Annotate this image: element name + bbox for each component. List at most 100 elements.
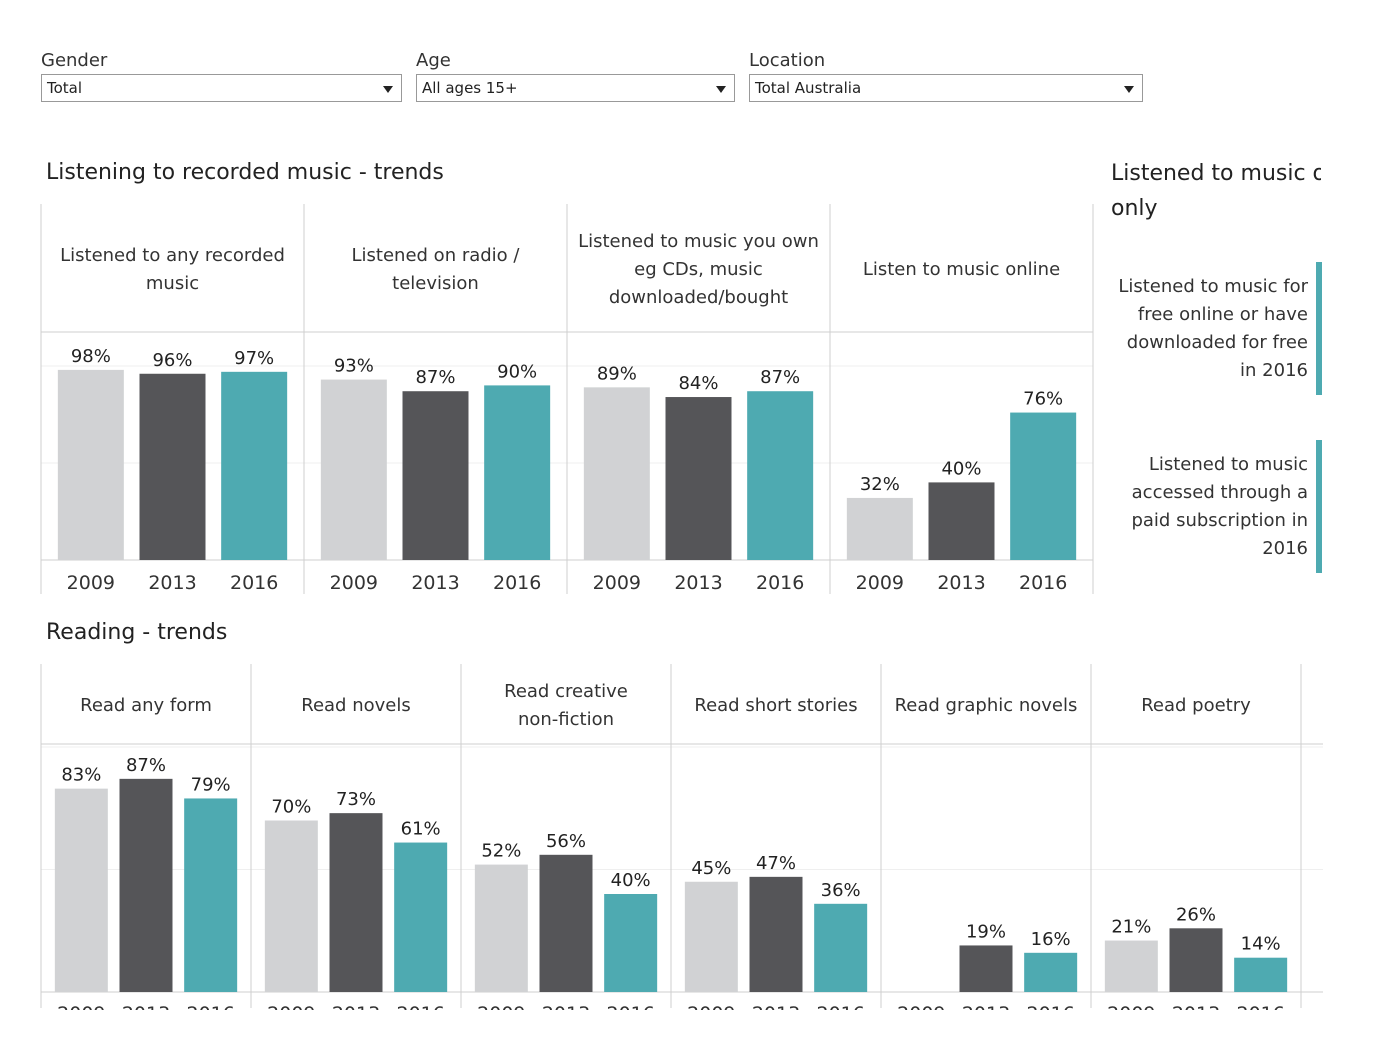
location-filter-label: Location <box>749 50 826 71</box>
side-panel-title-line1: Listened to music o <box>1111 161 1321 186</box>
location-filter: Location Total Australia <box>749 48 1143 102</box>
location-select[interactable]: Total Australia <box>749 74 1143 102</box>
bar-read-poetry-2013 <box>1169 928 1223 992</box>
bar-read-any-form-2016 <box>184 798 238 992</box>
data-label-listened-on-radio-television-2013: 87% <box>415 367 455 388</box>
side-panel-title: Listened to music o only <box>1111 156 1321 232</box>
data-label-listened-to-music-you-own-eg-cds-music-downloaded-bought-2009: 89% <box>597 363 637 384</box>
bar-listen-to-music-online-2013 <box>928 482 995 560</box>
data-label-listened-to-any-recorded-music-2013: 96% <box>152 350 192 371</box>
bar-listened-to-music-you-own-eg-cds-music-downloaded-bought-2009 <box>583 387 650 560</box>
bar-listened-to-music-you-own-eg-cds-music-downloaded-bought-2013 <box>665 397 732 560</box>
age-select[interactable]: All ages 15+ <box>416 74 735 102</box>
bar-read-poetry-2009 <box>1104 940 1158 992</box>
panel-header-read-creative-non-fiction: Read creative <box>504 681 628 702</box>
x-tick-2016: 2016 <box>230 572 278 594</box>
x-tick-2016: 2016 <box>816 1003 864 1010</box>
panel-header-read-poetry: Read poetry <box>1141 695 1251 716</box>
bar-listened-to-any-recorded-music-2016 <box>221 371 288 560</box>
x-tick-2009: 2009 <box>1107 1003 1155 1010</box>
data-label-read-graphic-novels-2016: 16% <box>1031 929 1071 950</box>
panel-header-listen-to-music-online: Listen to music online <box>863 259 1060 280</box>
side-item-line: Listened to music for <box>1118 276 1308 297</box>
data-label-listened-to-any-recorded-music-2016: 97% <box>234 348 274 369</box>
x-tick-2013: 2013 <box>122 1003 170 1010</box>
age-filter: Age All ages 15+ <box>416 48 735 102</box>
panel-header-listened-on-radio-television: Listened on radio / <box>352 245 521 266</box>
x-tick-2013: 2013 <box>752 1003 800 1010</box>
data-label-read-graphic-novels-2013: 19% <box>966 921 1006 942</box>
panel-header-read-novels: Read novels <box>301 695 410 716</box>
data-label-listen-to-music-online-2016: 76% <box>1023 389 1063 410</box>
bar-read-graphic-novels-2016 <box>1024 952 1078 992</box>
panel-header-read-creative-non-fiction: non-fiction <box>518 709 614 730</box>
bar-listened-to-music-you-own-eg-cds-music-downloaded-bought-2016 <box>747 391 814 560</box>
bar-read-creative-non-fiction-2013 <box>539 854 593 992</box>
gender-select[interactable]: Total <box>41 74 402 102</box>
data-label-listened-to-music-you-own-eg-cds-music-downloaded-bought-2013: 84% <box>678 373 718 394</box>
side-item-line: in 2016 <box>1240 360 1308 381</box>
reading-trends-chart: Read any form 83% 2009 87% 2013 79% 2016 Read n… <box>40 664 1323 1010</box>
x-tick-2016: 2016 <box>606 1003 654 1010</box>
data-label-listened-to-any-recorded-music-2009: 98% <box>71 346 111 367</box>
x-tick-2009: 2009 <box>687 1003 735 1010</box>
side-panel-title-line2: only <box>1111 196 1158 221</box>
panel-header-listened-to-music-you-own-eg-cds-music-downloaded-bought: Listened to music you own <box>578 231 819 252</box>
data-label-read-short-stories-2013: 47% <box>756 853 796 874</box>
side-item-free-online: Listened to music for free online or hav… <box>1100 273 1308 385</box>
data-label-read-short-stories-2009: 45% <box>691 858 731 879</box>
age-select-value: All ages 15+ <box>422 79 518 97</box>
x-tick-2013: 2013 <box>962 1003 1010 1010</box>
x-tick-2016: 2016 <box>493 572 541 594</box>
x-tick-2009: 2009 <box>477 1003 525 1010</box>
x-tick-2009: 2009 <box>57 1003 105 1010</box>
data-label-read-any-form-2009: 83% <box>61 765 101 786</box>
x-tick-2013: 2013 <box>332 1003 380 1010</box>
reading-trends-title: Reading - trends <box>46 620 228 645</box>
side-item-paid-subscription: Listened to music accessed through a pai… <box>1100 451 1308 563</box>
bar-listen-to-music-online-2009 <box>846 497 913 560</box>
data-label-read-any-form-2013: 87% <box>126 755 166 776</box>
x-tick-2009: 2009 <box>856 572 904 594</box>
data-label-listen-to-music-online-2013: 40% <box>941 458 981 479</box>
data-label-listened-on-radio-television-2016: 90% <box>497 361 537 382</box>
data-label-read-creative-non-fiction-2013: 56% <box>546 831 586 852</box>
bar-read-any-form-2013 <box>119 778 173 992</box>
panel-header-read-any-form: Read any form <box>80 695 212 716</box>
x-tick-2009: 2009 <box>593 572 641 594</box>
panel-header-read-short-stories: Read short stories <box>694 695 857 716</box>
x-tick-2009: 2009 <box>330 572 378 594</box>
gender-filter-label: Gender <box>41 50 108 71</box>
bar-read-short-stories-2009 <box>684 881 738 992</box>
side-bar-free-online <box>1316 262 1322 395</box>
bar-read-novels-2013 <box>329 813 383 992</box>
x-tick-2016: 2016 <box>756 572 804 594</box>
panel-header-listened-to-music-you-own-eg-cds-music-downloaded-bought: eg CDs, music <box>634 259 763 280</box>
x-tick-2009: 2009 <box>67 572 115 594</box>
x-tick-2016: 2016 <box>186 1003 234 1010</box>
chevron-down-icon[interactable] <box>383 86 393 93</box>
bar-read-poetry-2016 <box>1234 957 1288 992</box>
age-filter-label: Age <box>416 50 451 71</box>
gender-filter: Gender Total <box>41 48 402 102</box>
data-label-read-any-form-2016: 79% <box>191 774 231 795</box>
side-item-line: 2016 <box>1262 538 1308 559</box>
x-tick-2013: 2013 <box>542 1003 590 1010</box>
data-label-read-poetry-2009: 21% <box>1111 917 1151 938</box>
bar-read-creative-non-fiction-2016 <box>604 894 658 992</box>
side-item-line: Listened to music <box>1148 454 1308 475</box>
x-tick-2013: 2013 <box>148 572 196 594</box>
bar-read-novels-2016 <box>394 842 448 992</box>
data-label-read-poetry-2013: 26% <box>1176 904 1216 925</box>
bar-read-short-stories-2016 <box>814 903 868 992</box>
data-label-read-novels-2016: 61% <box>401 819 441 840</box>
location-select-value: Total Australia <box>755 79 862 97</box>
bar-read-creative-non-fiction-2009 <box>474 864 528 992</box>
bar-listened-to-any-recorded-music-2013 <box>139 373 206 560</box>
bar-read-any-form-2009 <box>54 788 108 992</box>
chevron-down-icon[interactable] <box>716 86 726 93</box>
panel-header-listened-to-any-recorded-music: music <box>146 273 199 294</box>
x-tick-2013: 2013 <box>411 572 459 594</box>
chevron-down-icon[interactable] <box>1124 86 1134 93</box>
side-item-line: accessed through a <box>1131 482 1308 503</box>
